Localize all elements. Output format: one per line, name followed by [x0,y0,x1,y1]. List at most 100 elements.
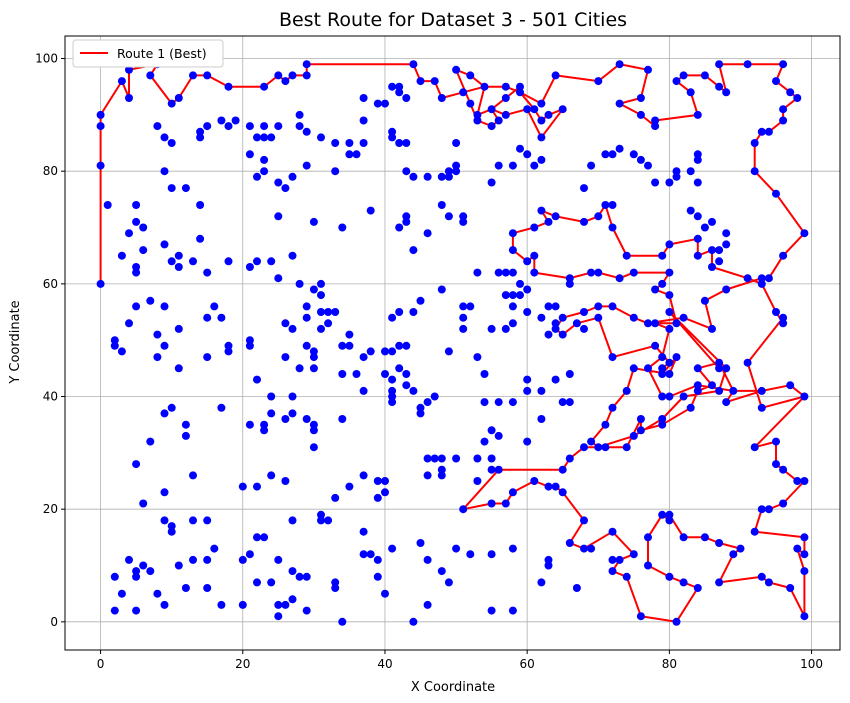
city-point [288,172,297,181]
city-point [117,589,126,598]
city-point [494,116,503,125]
city-point [487,550,496,559]
city-point [381,99,389,108]
city-point [772,77,780,86]
city-point [700,296,709,305]
city-point [686,167,695,176]
city-point [715,364,724,373]
city-point [409,246,418,255]
city-point [537,415,546,423]
city-point [295,110,304,119]
city-point [594,268,603,277]
y-tick-label: 40 [43,390,58,404]
city-point [167,403,176,412]
city-point [416,409,425,418]
city-point [210,544,219,553]
city-point [708,217,716,226]
city-point [523,150,532,159]
city-point [153,330,162,339]
city-point [459,313,468,322]
city-point [203,584,212,592]
city-point [309,347,318,356]
city-point [224,341,233,350]
city-point [117,77,126,86]
city-point [800,567,809,576]
city-point [125,65,133,74]
y-tick-label: 0 [50,615,58,629]
city-point [359,527,368,536]
city-point [764,127,773,136]
city-point [644,319,652,328]
city-point [757,274,766,283]
city-point [331,139,340,147]
city-point [423,471,432,480]
city-point [508,544,517,553]
city-point [338,370,347,378]
city-point [757,279,766,288]
city-point [281,477,290,485]
city-point [473,353,482,362]
city-point [537,116,546,125]
city-point [608,527,617,536]
city-point [537,313,546,322]
city-point [110,606,119,615]
city-point [715,358,724,367]
city-point [516,291,524,300]
grid-lines [65,36,840,650]
x-tick-label: 20 [235,657,250,671]
city-point [452,161,461,170]
city-point [715,82,724,91]
city-point [487,178,496,187]
city-point [480,82,489,91]
city-point [160,240,169,249]
city-point [594,302,603,311]
city-point [153,589,162,598]
city-point [139,223,148,232]
city-point [288,251,297,260]
city-point [423,454,432,463]
city-point [551,324,560,333]
city-point [629,431,638,440]
city-point [786,584,795,592]
city-point [96,161,105,170]
city-point [715,60,724,69]
city-point [260,82,269,91]
city-point [729,550,738,559]
city-point [117,347,126,356]
city-point [402,167,411,176]
city-point [665,516,674,525]
city-point [551,71,560,80]
city-point [181,431,190,440]
city-point [572,584,581,592]
city-point [189,71,197,80]
city-point [245,150,254,159]
city-point [331,493,340,502]
city-point [302,302,311,311]
city-point [508,398,517,407]
city-point [253,578,261,587]
city-point [615,144,624,153]
city-point [309,420,318,429]
city-point [167,522,176,531]
city-point [800,533,809,542]
city-point [96,110,105,119]
city-point [331,167,340,176]
city-point [395,341,404,350]
city-point [317,133,325,142]
city-point [530,268,539,277]
city-point [494,465,503,474]
city-point [615,274,624,283]
city-point [395,82,404,91]
city-point [203,122,212,131]
city-point [501,82,510,91]
city-point [679,533,688,542]
city-point [665,308,674,316]
city-point [772,189,780,198]
city-point [700,533,709,542]
city-point [423,555,432,564]
city-point [629,364,638,373]
city-point [750,443,759,452]
city-point [302,415,311,423]
city-point [295,572,304,581]
city-point [665,240,674,249]
